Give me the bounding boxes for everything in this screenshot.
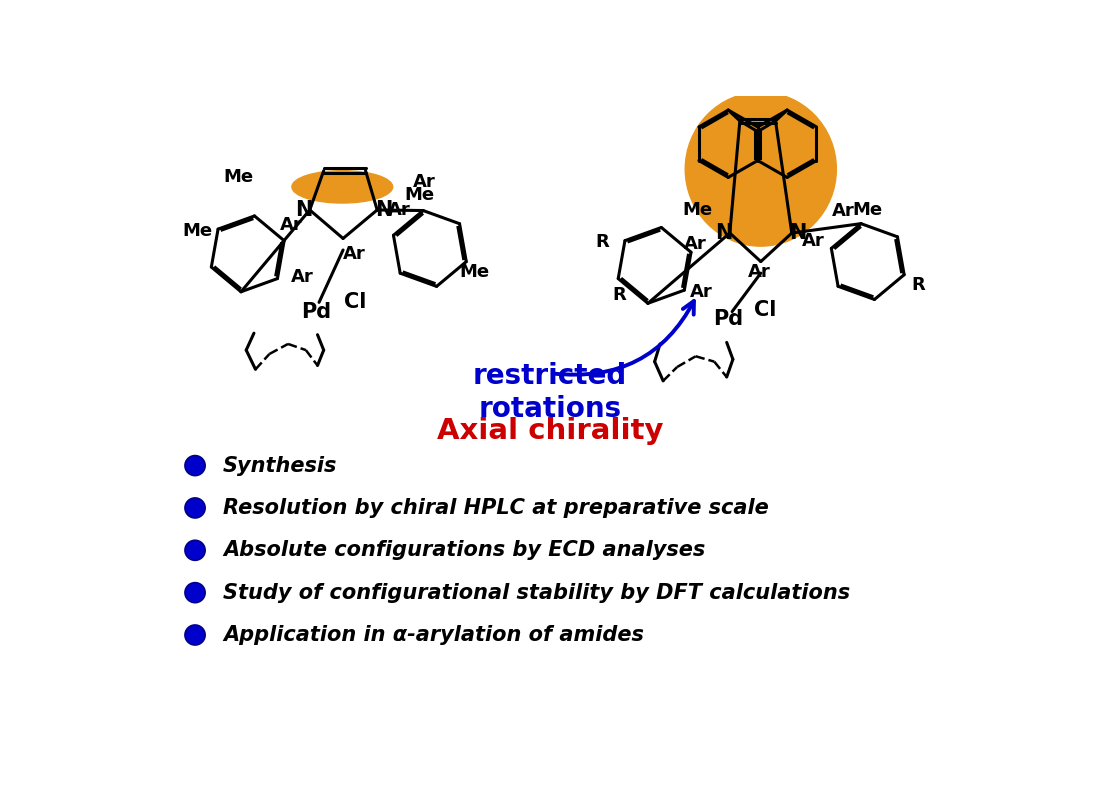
Text: Synthesis: Synthesis (223, 456, 338, 475)
Circle shape (185, 455, 205, 476)
Circle shape (185, 625, 205, 645)
Text: N: N (295, 200, 312, 220)
Ellipse shape (292, 170, 392, 203)
Text: Pd: Pd (301, 302, 331, 322)
FancyArrowPatch shape (553, 301, 694, 374)
Text: Resolution by chiral HPLC at preparative scale: Resolution by chiral HPLC at preparative… (223, 498, 769, 518)
Text: Me: Me (224, 168, 254, 186)
Text: Study of configurational stability by DFT calculations: Study of configurational stability by DF… (223, 582, 850, 602)
Circle shape (185, 582, 205, 602)
Text: Me: Me (852, 201, 882, 219)
Text: Ar: Ar (831, 202, 854, 221)
Text: Cl: Cl (754, 300, 776, 320)
Text: Absolute configurations by ECD analyses: Absolute configurations by ECD analyses (223, 540, 705, 560)
Text: Axial chirality: Axial chirality (437, 417, 663, 445)
Ellipse shape (685, 92, 837, 246)
Text: Pd: Pd (713, 310, 743, 330)
Text: Cl: Cl (343, 292, 365, 312)
Text: Me: Me (682, 201, 712, 219)
Text: Me: Me (459, 262, 489, 281)
Text: Me: Me (183, 222, 213, 240)
Text: Ar: Ar (690, 283, 713, 302)
Circle shape (185, 540, 205, 560)
Text: restricted
rotations: restricted rotations (472, 362, 627, 422)
Text: Ar: Ar (747, 262, 771, 281)
Text: Ar: Ar (280, 216, 303, 234)
Text: Application in α-arylation of amides: Application in α-arylation of amides (223, 625, 644, 645)
Text: Ar: Ar (684, 235, 707, 253)
Text: R: R (613, 286, 626, 304)
Text: Ar: Ar (388, 201, 410, 219)
Text: N: N (715, 223, 732, 243)
Text: Ar: Ar (291, 268, 313, 286)
Text: R: R (595, 234, 608, 251)
Text: Ar: Ar (802, 232, 824, 250)
Text: N: N (374, 200, 392, 220)
Text: R: R (911, 276, 925, 294)
Circle shape (185, 498, 205, 518)
Text: Me: Me (404, 186, 434, 203)
Text: N: N (790, 223, 807, 243)
Text: Ar: Ar (413, 174, 436, 191)
Text: Ar: Ar (343, 245, 367, 263)
